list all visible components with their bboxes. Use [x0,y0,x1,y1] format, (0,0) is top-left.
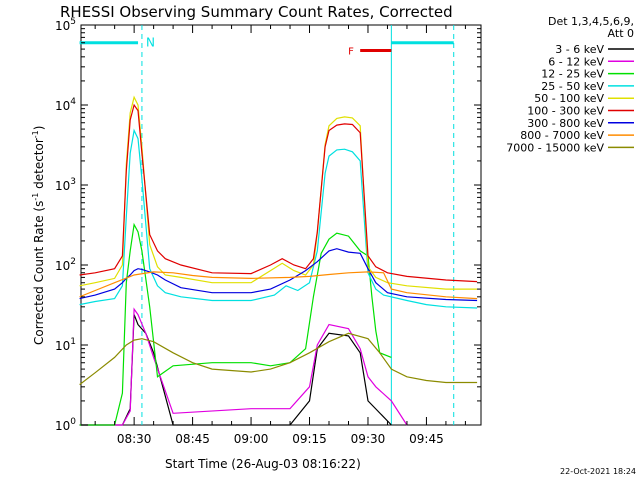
x-tick-label: 09:45 [409,432,444,446]
x-tick-label: 09:15 [292,432,327,446]
x-tick-label: 09:00 [234,432,269,446]
legend-label: 300 - 800 keV [527,117,604,130]
x-tick-label: 08:30 [117,432,152,446]
series-line [79,248,478,302]
legend-label: 800 - 7000 keV [520,129,604,142]
x-axis-label: Start Time (26-Aug-03 08:16:22) [165,457,361,471]
plot-area: NF 08:30 08:45 09:00 09:15 09:30 09:45 100101… [55,17,482,446]
y-axis-label: Corrected Count Rate (s-1 detector-1) [31,126,46,345]
y-label-sup-2: -1 [31,130,40,138]
y-ticks: 100 101 102 103 104 105 [55,17,481,433]
series-line [79,332,478,386]
series-line [79,128,478,309]
series-line [79,103,478,283]
y-tick-label: 101 [55,337,76,353]
legend-label: 100 - 300 keV [527,105,604,118]
series-line [79,307,408,426]
series-line [79,314,392,426]
legend-label: 6 - 12 keV [548,55,604,68]
y-tick-label: 100 [55,417,76,433]
flag-n-label: N [146,36,155,50]
legend-label: 25 - 50 keV [541,80,604,93]
chart-title: RHESSI Observing Summary Count Rates, Co… [60,3,453,21]
legend-label: 7000 - 15000 keV [506,141,604,154]
series-line [79,222,392,426]
flag-f-label: F [348,47,354,58]
x-tick-label: 08:45 [175,432,210,446]
footer-timestamp: 22-Oct-2021 18:24 [560,467,636,476]
legend-label: 3 - 6 keV [555,43,604,56]
y-tick-label: 104 [55,97,76,113]
x-ticks: 08:30 08:45 09:00 09:15 09:30 09:45 [94,25,466,446]
y-tick-label: 102 [55,257,76,273]
series-line [79,271,478,300]
y-label-sup-1: -1 [31,193,40,201]
y-tick-label: 103 [55,177,76,193]
y-label-text-1: Corrected Count Rate (s [32,201,46,345]
legend-label: 12 - 25 keV [541,68,604,81]
series-layer [79,95,478,426]
y-label-text-3: ) [32,126,46,131]
legend-label: 50 - 100 keV [534,92,604,105]
plot-frame [80,24,482,426]
flags-layer: NF [79,25,455,425]
legend-header-line-1: Det 1,3,4,5,6,9, [548,15,634,28]
legend-header-line-2: Att 0 [608,27,634,40]
y-label-text-2: detector [32,138,46,193]
x-tick-label: 09:30 [351,432,386,446]
y-tick-label: 105 [55,17,76,33]
